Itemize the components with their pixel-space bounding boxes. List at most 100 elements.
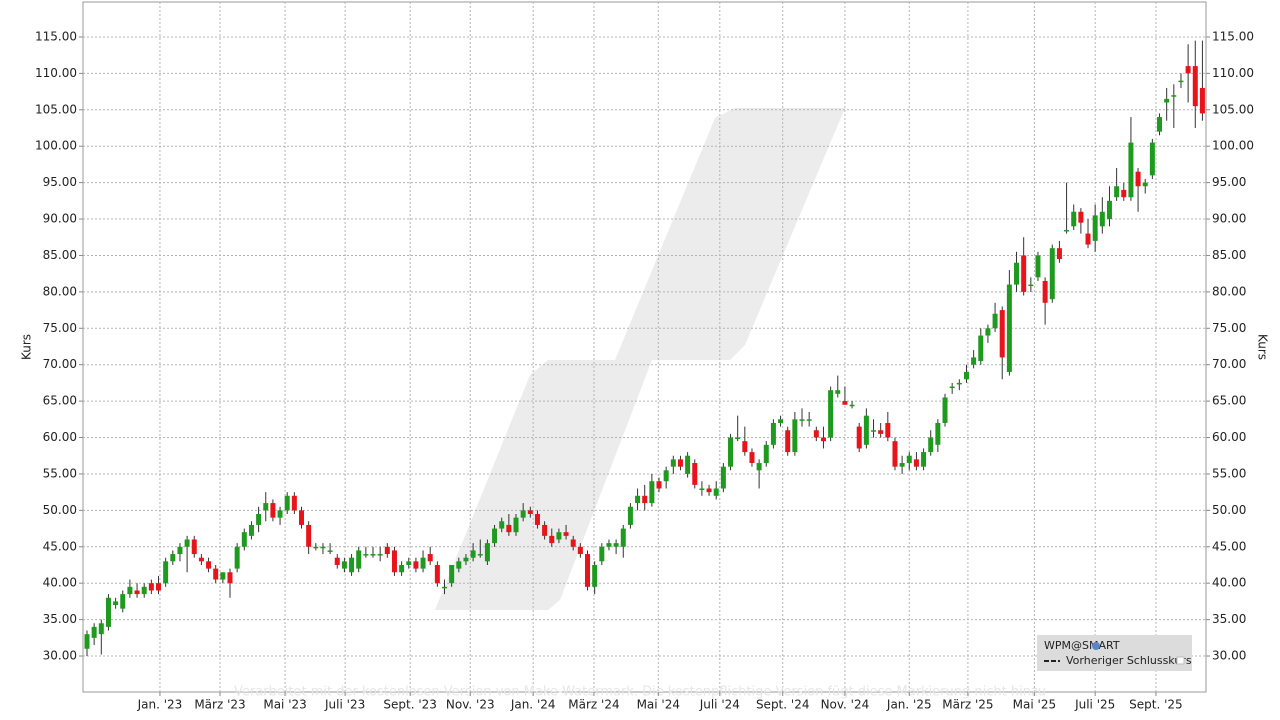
x-tick-label: Sept. '24	[756, 698, 810, 712]
candle-body	[606, 543, 612, 547]
x-tick-label: Jan. '24	[510, 698, 556, 712]
candle-body	[527, 510, 533, 515]
candle-body	[742, 441, 748, 453]
y2-tick-label: 85.00	[1212, 248, 1246, 262]
candle-body	[649, 481, 655, 504]
candle-body	[477, 554, 483, 556]
candle-body	[642, 495, 648, 504]
legend-label: Vorheriger Schlusskurs	[1066, 654, 1192, 667]
y2-tick-label: 105.00	[1212, 102, 1254, 116]
candle-body	[206, 561, 212, 569]
x-tick-label: Juli '23	[324, 698, 365, 712]
candle-body	[170, 554, 176, 562]
candle-body	[1049, 248, 1055, 300]
candle-body	[913, 459, 919, 467]
y2-tick-label: 115.00	[1212, 29, 1254, 43]
candle-body	[949, 386, 955, 389]
legend-icon	[1092, 642, 1100, 650]
y2-tick-label: 55.00	[1212, 466, 1246, 480]
candle-body	[542, 524, 548, 536]
candle-body	[177, 546, 183, 555]
candle-body	[1014, 262, 1020, 285]
candle-body	[91, 626, 97, 638]
candle-body	[835, 390, 841, 394]
y2-tick-label: 45.00	[1212, 539, 1246, 553]
x-tick-label: März '25	[942, 698, 993, 712]
candle-body	[534, 514, 540, 525]
candle-body	[792, 419, 798, 453]
x-tick-label: Mai '25	[1013, 698, 1056, 712]
y-tick-label: 50.00	[43, 503, 77, 517]
candle-body	[963, 371, 969, 380]
candle-body	[84, 634, 90, 649]
candle-body	[1099, 211, 1105, 227]
y2-tick-label: 110.00	[1212, 66, 1254, 80]
candle-body	[871, 430, 877, 432]
candle-body	[863, 415, 869, 445]
candle-body	[778, 419, 784, 423]
y-tick-label: 70.00	[43, 357, 77, 371]
candle-body	[191, 539, 197, 555]
y2-tick-label: 90.00	[1212, 212, 1246, 226]
candle-body	[1064, 229, 1070, 232]
candle-body	[1157, 117, 1163, 132]
watermark-text: Verarbeitet mit der kostenlosen Version …	[234, 685, 1046, 700]
candle-body	[1192, 66, 1198, 107]
y-tick-label: 65.00	[43, 394, 77, 408]
x-tick-label: Mai '23	[263, 698, 306, 712]
candle-body	[291, 495, 297, 511]
candle-body	[1164, 98, 1170, 103]
y-tick-label: 85.00	[43, 248, 77, 262]
candle-body	[1085, 233, 1091, 245]
legend-box	[1037, 635, 1192, 671]
candle-body	[1135, 171, 1141, 187]
candle-body	[370, 554, 376, 556]
candle-body	[1021, 255, 1027, 292]
candle-body	[499, 521, 505, 529]
x-tick-label: März '23	[194, 698, 245, 712]
candle-body	[227, 572, 233, 584]
candle-body	[456, 561, 462, 569]
candle-body	[1185, 66, 1191, 74]
y-tick-label: 115.00	[35, 29, 77, 43]
candle-body	[999, 310, 1005, 358]
x-tick-label: Nov. '24	[821, 698, 870, 712]
candle-body	[420, 557, 426, 569]
candle-body	[978, 335, 984, 362]
y-tick-label: 55.00	[43, 466, 77, 480]
candle-body	[356, 550, 362, 569]
candle-body	[656, 481, 662, 489]
candle-body	[248, 524, 254, 536]
candle-body	[377, 554, 383, 556]
legend-label: WPM@SMART	[1044, 639, 1120, 652]
x-tick-label: Jan. '23	[137, 698, 183, 712]
candle-body	[1142, 182, 1148, 187]
candle-body	[263, 503, 269, 511]
candle-body	[1078, 211, 1084, 223]
candle-body	[284, 495, 290, 511]
x-tick-label: Mai '24	[637, 698, 680, 712]
y-axis-title: Kurs	[20, 334, 34, 360]
candle-body	[198, 557, 204, 562]
candle-body	[806, 419, 812, 421]
candle-body	[906, 455, 912, 464]
candle-body	[992, 313, 998, 329]
candle-body	[842, 401, 848, 405]
y-tick-label: 95.00	[43, 175, 77, 189]
candle-body	[885, 422, 891, 438]
candle-body	[635, 495, 641, 504]
candle-body	[813, 430, 819, 438]
candle-body	[384, 546, 390, 555]
candle-body	[985, 328, 991, 336]
candle-body	[492, 528, 498, 544]
candle-body	[935, 422, 941, 445]
candle-body	[1128, 142, 1134, 198]
x-tick-label: Jan. '25	[886, 698, 932, 712]
candle-body	[956, 382, 962, 385]
candles	[84, 40, 1205, 657]
candle-body	[349, 557, 355, 573]
candle-body	[434, 564, 440, 584]
y-tick-label: 35.00	[43, 612, 77, 626]
